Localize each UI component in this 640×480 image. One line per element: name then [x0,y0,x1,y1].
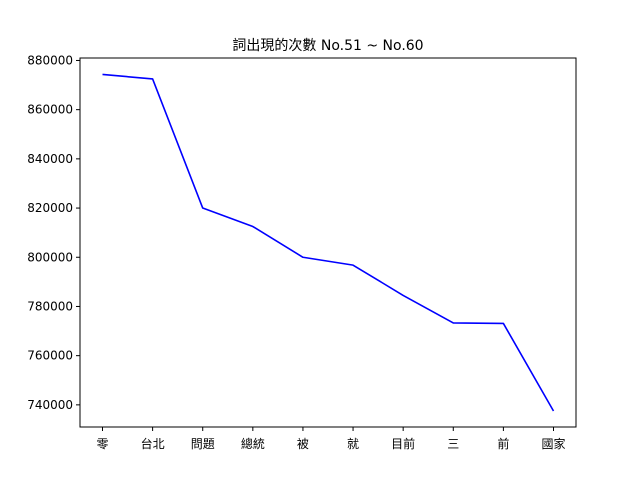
y-tick-label: 840000 [27,152,73,166]
y-tick-label: 800000 [27,250,73,264]
x-tick-label: 台北 [141,436,165,451]
series-line [102,73,555,412]
y-tick-label: 860000 [27,103,73,117]
x-tick-label: 總統 [241,436,265,451]
y-tick-label: 880000 [27,53,73,67]
x-tick-label: 目前 [391,436,415,451]
plot-area-frame [79,57,577,428]
x-tick-label: 就 [347,437,359,451]
chart-title: 詞出現的次數 No.51 ~ No.60 [232,38,423,54]
y-tick-label: 760000 [27,349,73,363]
x-tick-label: 前 [497,436,509,451]
x-tick-label: 被 [297,437,309,451]
x-axis-ticks: 零 台北 問題 總統 被 就 目前 三 前 國家 [96,427,566,451]
series-layer [102,73,555,412]
y-tick-label: 780000 [27,299,73,313]
x-tick-label: 問題 [191,437,215,451]
x-tick-label: 國家 [541,436,565,451]
y-axis-ticks: 740000 760000 780000 800000 820000 840000 8600… [27,53,80,412]
y-tick-label: 820000 [27,201,73,215]
x-tick-label: 三 [447,437,459,451]
x-tick-label: 零 [96,437,108,451]
y-tick-label: 740000 [27,398,73,412]
